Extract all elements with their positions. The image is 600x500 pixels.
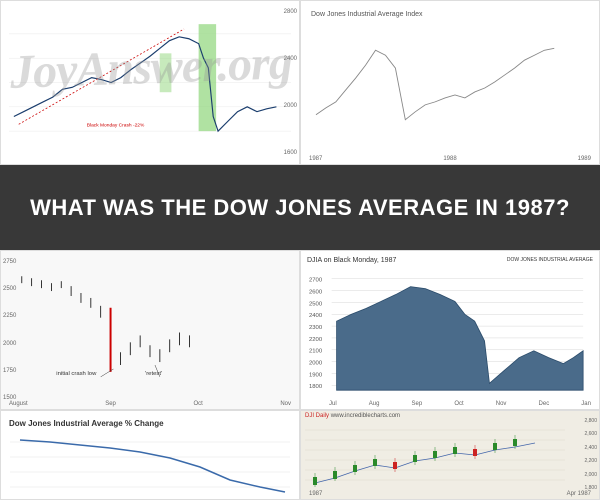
pullback-highlight (160, 53, 172, 92)
chart3-candles (22, 276, 190, 372)
question-banner: WHAT WAS THE DOW JONES AVERAGE IN 1987? (0, 165, 600, 250)
chart1-ylabels: 2800 2400 2000 1600 (284, 9, 297, 156)
xtick: Oct (454, 401, 463, 407)
chart-crash-candlestick: initial crash low 'retest' 2750 2500 225… (0, 250, 300, 410)
chart5-title: Dow Jones Industrial Average % Change (9, 419, 291, 428)
chart4-svg: 2700 2600 2500 2400 2300 2200 2100 2000 … (307, 266, 593, 401)
chart3-ylabels: 2750 2500 2250 2000 1750 1500 (3, 259, 16, 401)
xtick: Nov (280, 401, 291, 407)
svg-text:2700: 2700 (309, 278, 323, 284)
chart1-line (14, 37, 277, 131)
xtick: 1989 (578, 156, 591, 162)
xtick: August (9, 401, 28, 407)
chart-black-monday-area: DJIA on Black Monday, 1987 DOW JONES IND… (300, 250, 600, 410)
svg-text:2600: 2600 (309, 290, 323, 296)
chart-1987-crash-highlight: Black Monday Crash -22% 2800 2400 2000 1… (0, 0, 300, 165)
svg-text:2000: 2000 (309, 361, 323, 367)
chart4-title-right: DOW JONES INDUSTRIAL AVERAGE (507, 257, 593, 264)
chart6-candles (313, 435, 517, 487)
xtick: Aug (369, 401, 380, 407)
svg-text:2100: 2100 (309, 349, 323, 355)
ytick: 2500 (3, 286, 16, 292)
chart2-svg (311, 20, 589, 150)
svg-text:2300: 2300 (309, 325, 323, 331)
chart-dji-daily-candles: DJI Daily www.incrediblecharts.com (300, 410, 600, 500)
chart3-xlabels: August Sep Oct Nov (9, 401, 291, 407)
chart4-area (337, 287, 584, 391)
chart6-title: DJI Daily (305, 413, 329, 419)
chart3-svg: initial crash low 'retest' (7, 257, 293, 403)
chart6-ylabels: 2,800 2,600 2,400 2,200 2,000 1,800 (584, 419, 597, 491)
ytick: 2,200 (584, 459, 597, 464)
crash-low-label: initial crash low (56, 371, 97, 377)
svg-text:1900: 1900 (309, 372, 323, 378)
svg-text:2500: 2500 (309, 301, 323, 307)
chart1-svg: Black Monday Crash -22% (9, 9, 291, 156)
chart2-xlabels: 1987 1988 1989 (309, 156, 591, 162)
chart2-title: Dow Jones Industrial Average Index (311, 11, 589, 18)
xtick: 1988 (443, 156, 456, 162)
chart6-source: DJI Daily www.incrediblecharts.com (305, 413, 400, 419)
chart6-url: www.incrediblecharts.com (331, 413, 400, 419)
xtick: Jan (581, 401, 591, 407)
chart4-xlabels: Jul Aug Sep Oct Nov Dec Jan (329, 401, 591, 407)
chart5-line (20, 440, 285, 492)
xtick: 1987 (309, 156, 322, 162)
chart4-header: DJIA on Black Monday, 1987 DOW JONES IND… (307, 257, 593, 264)
trend-line (19, 29, 184, 124)
chart5-svg (9, 432, 291, 497)
chart-percent-change: Dow Jones Industrial Average % Change (0, 410, 300, 500)
xtick: Jul (329, 401, 337, 407)
xtick: Sep (412, 401, 423, 407)
chart-dji-long-term: Dow Jones Industrial Average Index 1987 … (300, 0, 600, 165)
ytick: 2,000 (584, 473, 597, 478)
xtick: 1987 (309, 491, 322, 497)
ytick: 2,600 (584, 432, 597, 437)
xtick: Apr 1987 (567, 491, 591, 497)
ytick: 2750 (3, 259, 16, 265)
xtick: Sep (105, 401, 116, 407)
svg-text:2400: 2400 (309, 313, 323, 319)
chart6-trendline (315, 443, 535, 483)
crash-annotation: Black Monday Crash -22% (87, 122, 145, 128)
chart2-line (316, 48, 554, 119)
ytick: 1600 (284, 150, 297, 156)
chart5-grid (10, 442, 290, 487)
xtick: Oct (193, 401, 202, 407)
chart1-grid (9, 34, 291, 131)
svg-text:1800: 1800 (309, 384, 323, 390)
ytick: 2,400 (584, 446, 597, 451)
svg-text:2200: 2200 (309, 337, 323, 343)
ytick: 2250 (3, 313, 16, 319)
ytick: 2000 (3, 341, 16, 347)
chart6-svg (305, 415, 595, 495)
chart6-xlabels: 1987 Apr 1987 (309, 491, 591, 497)
xtick: Nov (496, 401, 507, 407)
ytick: 2400 (284, 56, 297, 62)
chart4-title-left: DJIA on Black Monday, 1987 (307, 257, 396, 264)
ytick: 2000 (284, 103, 297, 109)
banner-text: WHAT WAS THE DOW JONES AVERAGE IN 1987? (30, 195, 570, 221)
chart4-yticks: 2700 2600 2500 2400 2300 2200 2100 2000 … (309, 278, 323, 391)
ytick: 2,800 (584, 419, 597, 424)
ytick: 1750 (3, 368, 16, 374)
ytick: 2800 (284, 9, 297, 15)
xtick: Dec (539, 401, 550, 407)
chart-grid: Black Monday Crash -22% 2800 2400 2000 1… (0, 0, 600, 500)
